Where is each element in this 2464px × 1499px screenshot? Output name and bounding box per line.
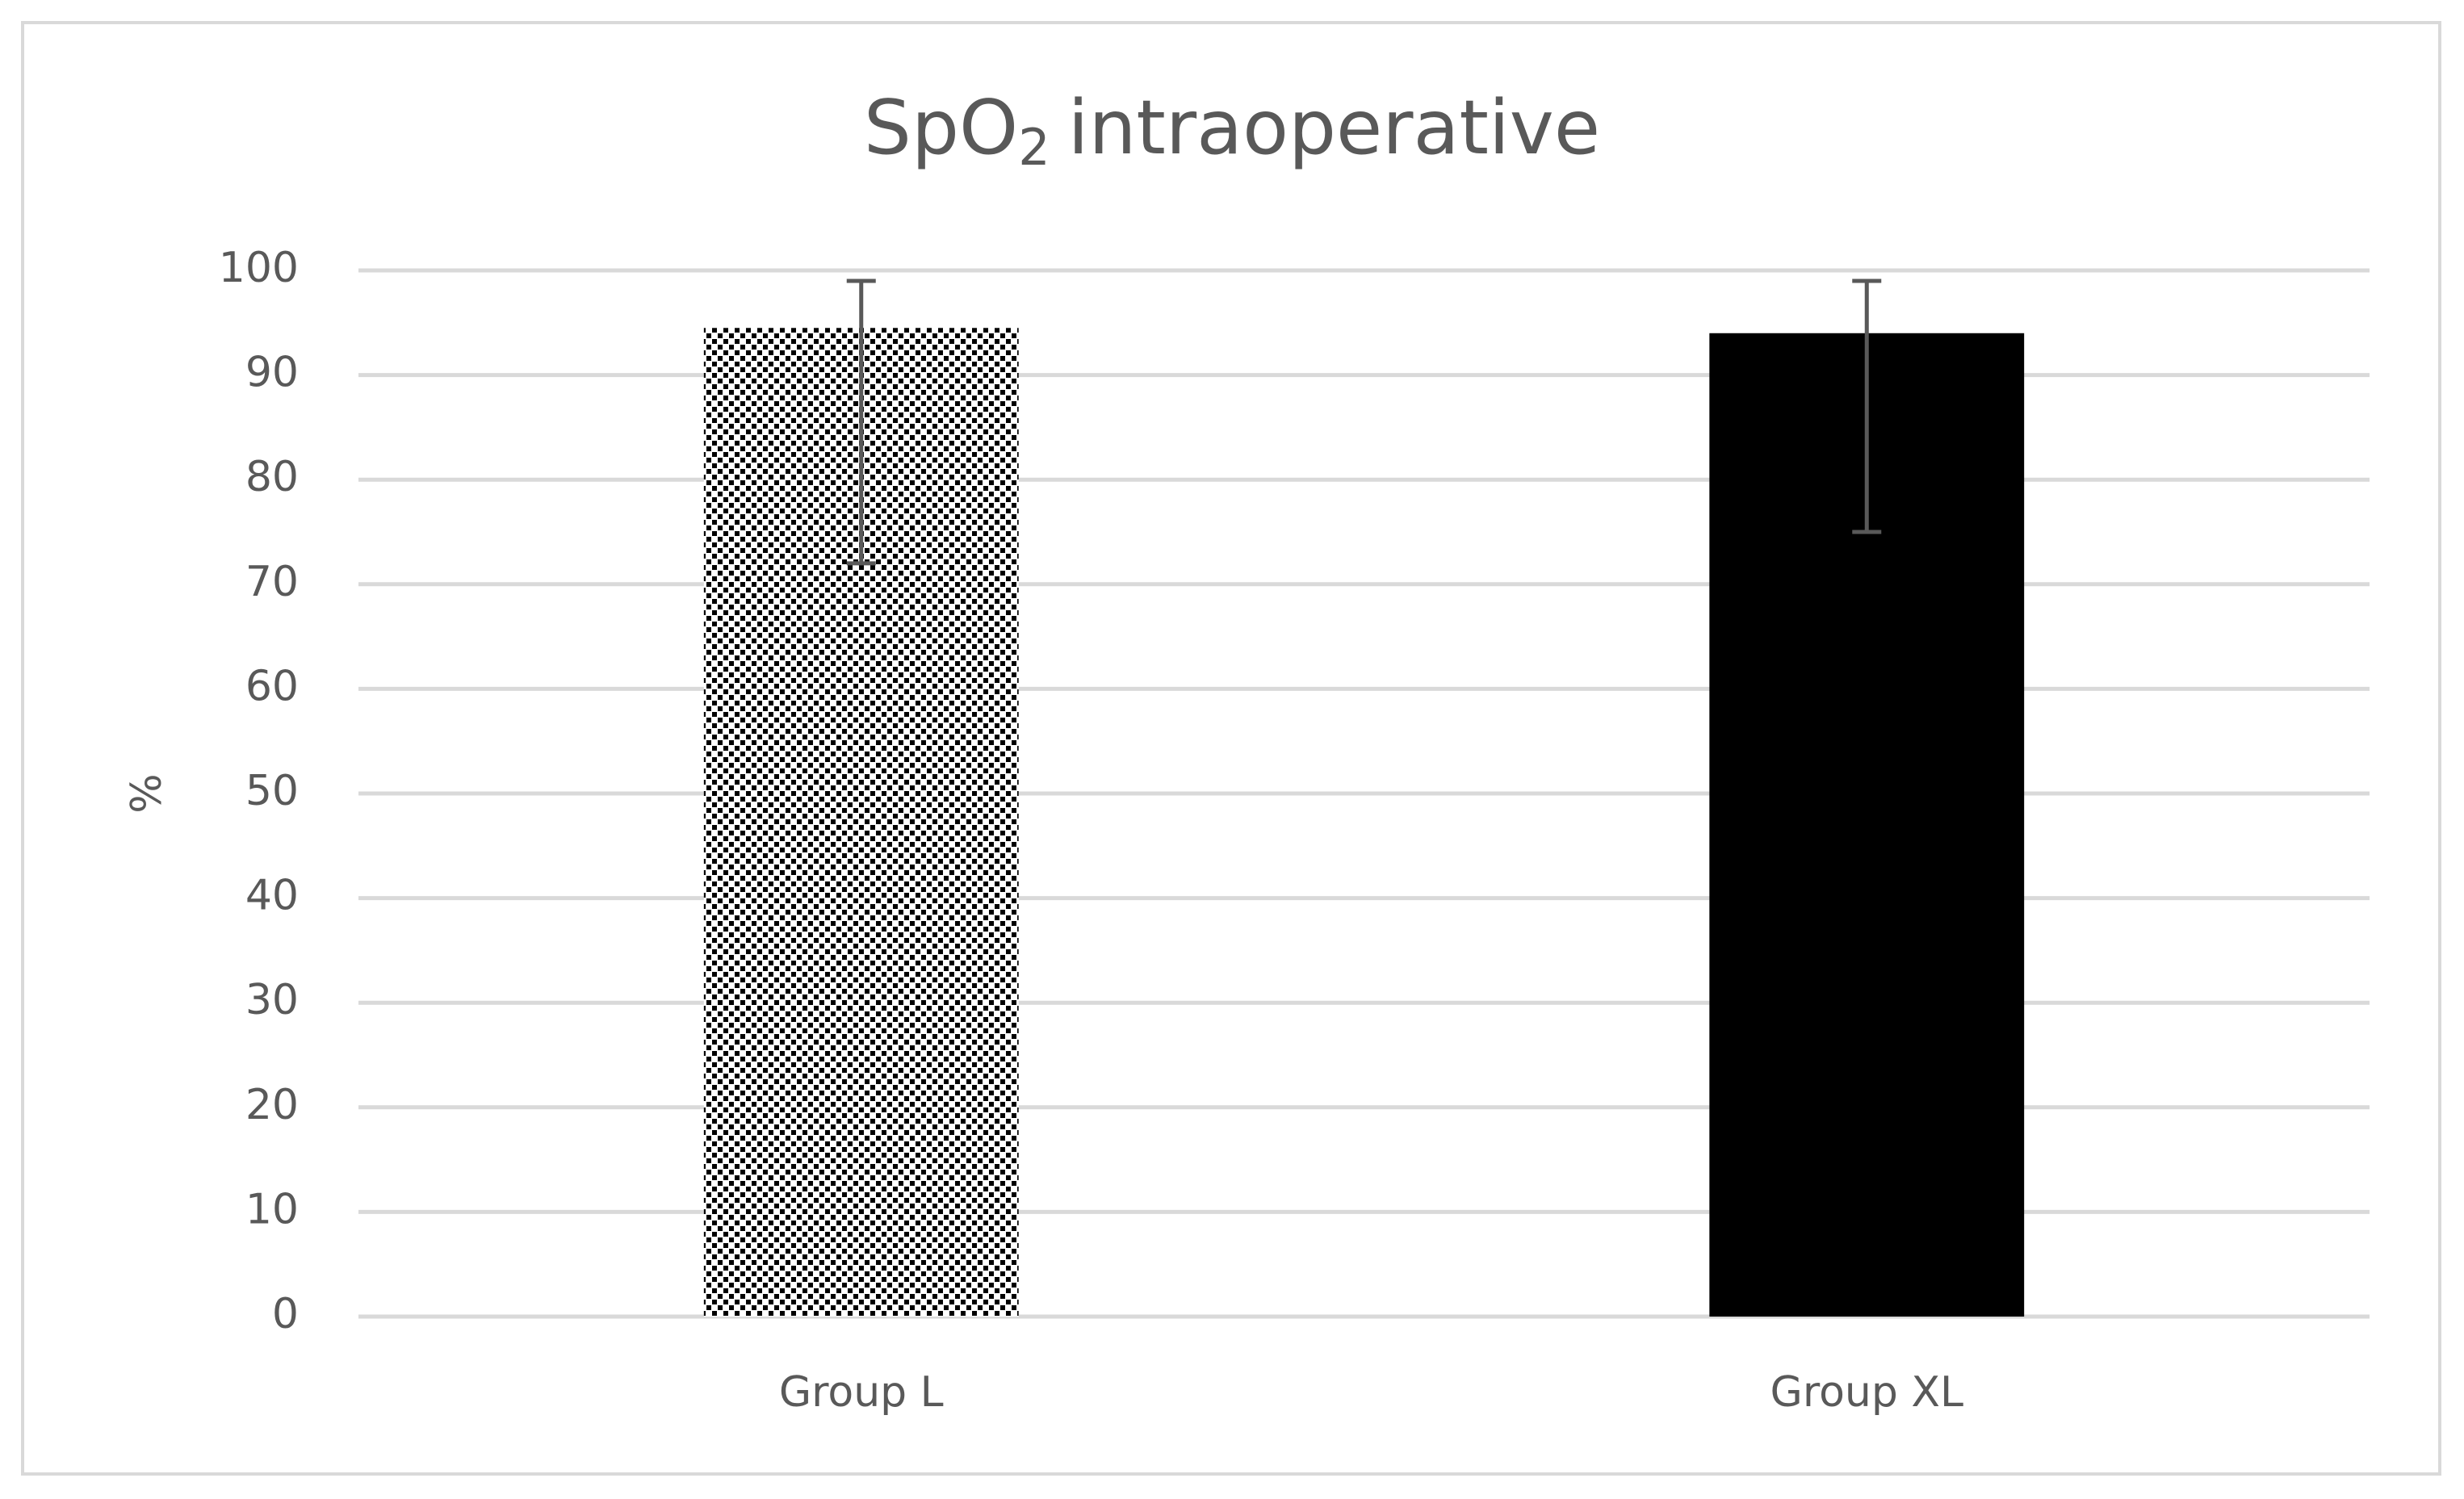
y-tick-label: 60 xyxy=(245,662,299,710)
chart-title: SpO2 intraoperative xyxy=(864,84,1600,177)
x-tick-label: Group L xyxy=(779,1368,944,1417)
y-axis-label: % xyxy=(123,773,171,813)
y-tick-label: 70 xyxy=(245,558,299,606)
y-tick-label: 90 xyxy=(245,349,299,397)
y-tick-label: 30 xyxy=(245,976,299,1024)
y-tick-label: 20 xyxy=(245,1081,299,1129)
y-tick-label: 50 xyxy=(245,767,299,815)
title-subscript: 2 xyxy=(1018,118,1050,177)
y-tick-label: 100 xyxy=(219,244,299,292)
y-tick-label: 10 xyxy=(245,1185,299,1233)
title-part: intraoperative xyxy=(1068,84,1600,171)
x-tick-label: Group XL xyxy=(1770,1368,1963,1417)
y-tick-label: 0 xyxy=(272,1290,299,1338)
y-tick-label: 80 xyxy=(245,453,299,501)
y-tick-label: 40 xyxy=(245,872,299,920)
title-part: SpO xyxy=(864,84,1018,171)
chart-border xyxy=(21,21,2441,1476)
